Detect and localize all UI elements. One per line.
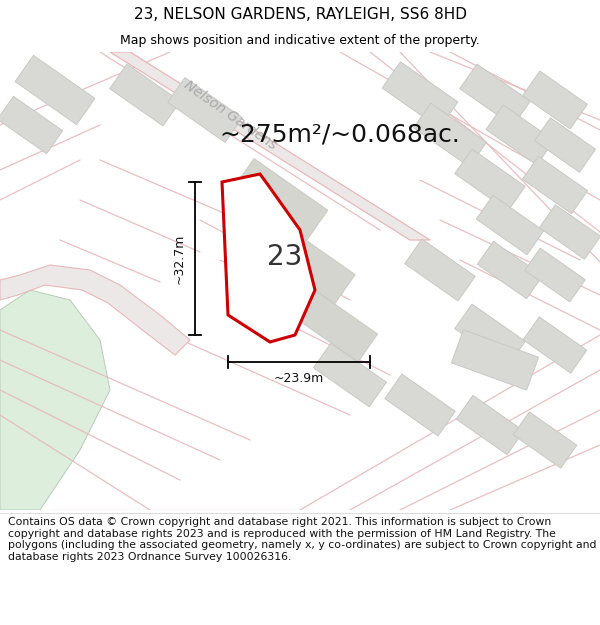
Polygon shape [486, 105, 554, 165]
Polygon shape [385, 374, 455, 436]
Polygon shape [222, 174, 315, 342]
Polygon shape [451, 330, 539, 390]
Polygon shape [523, 317, 587, 373]
Polygon shape [168, 78, 242, 142]
Polygon shape [523, 156, 587, 214]
Polygon shape [0, 96, 62, 154]
Polygon shape [15, 56, 95, 124]
Text: Map shows position and indicative extent of the property.: Map shows position and indicative extent… [120, 34, 480, 47]
Polygon shape [382, 62, 458, 128]
Polygon shape [525, 248, 585, 302]
Text: ~23.9m: ~23.9m [274, 371, 324, 384]
Polygon shape [232, 159, 328, 241]
Polygon shape [535, 118, 596, 172]
Polygon shape [110, 64, 180, 126]
Polygon shape [455, 149, 525, 211]
Text: 23, NELSON GARDENS, RAYLEIGH, SS6 8HD: 23, NELSON GARDENS, RAYLEIGH, SS6 8HD [133, 7, 467, 22]
Polygon shape [0, 290, 110, 510]
Polygon shape [478, 241, 542, 299]
Polygon shape [0, 265, 190, 355]
Polygon shape [476, 196, 544, 254]
Polygon shape [314, 343, 386, 407]
Polygon shape [460, 64, 530, 126]
Polygon shape [413, 103, 487, 167]
Text: ~32.7m: ~32.7m [173, 233, 185, 284]
Polygon shape [456, 396, 524, 454]
Polygon shape [110, 52, 430, 240]
Polygon shape [455, 304, 525, 366]
Polygon shape [265, 226, 355, 304]
Polygon shape [292, 288, 377, 362]
Text: Contains OS data © Crown copyright and database right 2021. This information is : Contains OS data © Crown copyright and d… [8, 517, 596, 562]
Polygon shape [539, 205, 600, 259]
Text: Nelson Gardens: Nelson Gardens [181, 78, 279, 152]
Text: 23: 23 [267, 242, 302, 271]
Text: ~275m²/~0.068ac.: ~275m²/~0.068ac. [220, 123, 460, 147]
Polygon shape [523, 71, 587, 129]
Polygon shape [513, 412, 577, 468]
Polygon shape [405, 239, 475, 301]
